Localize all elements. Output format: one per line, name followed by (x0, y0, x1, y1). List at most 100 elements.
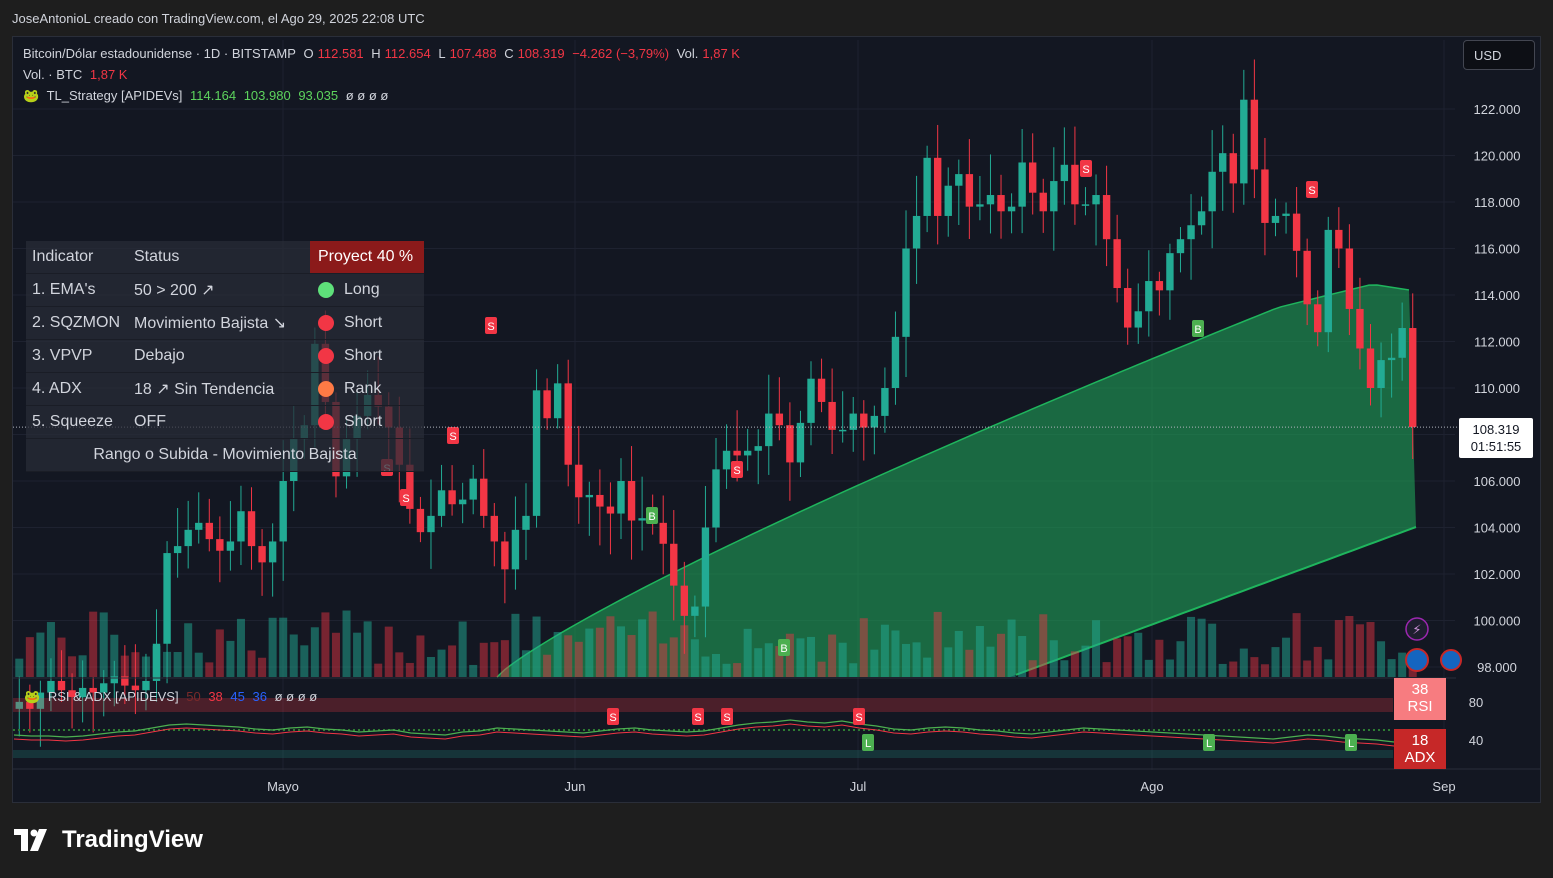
volume-bar (954, 630, 963, 677)
rsi-value-badge: 38 RSI (1394, 678, 1446, 720)
signal-marker (778, 639, 790, 656)
volume-bar (1324, 659, 1333, 677)
volume-bar (1039, 614, 1048, 677)
volume-bar (690, 639, 699, 677)
volume-bar (891, 630, 900, 677)
vol-btc-label[interactable]: Vol. · BTC (23, 67, 83, 82)
rsi-signal-marker (607, 708, 619, 725)
candle-body (627, 481, 636, 521)
currency-button[interactable]: USD (1463, 40, 1535, 70)
volume-bar (944, 647, 953, 677)
table-header: Indicator Status Proyect 40 % (26, 241, 424, 274)
candle-body (1018, 162, 1026, 207)
open-value: 112.581 (317, 46, 364, 61)
candle-body (47, 680, 55, 693)
us-flag-icon (1405, 648, 1429, 672)
candle-body (205, 522, 213, 540)
open-label: O (303, 46, 314, 61)
candle-body (163, 553, 171, 644)
row-indicator: 4. ADX (32, 380, 82, 397)
volume-bar (110, 634, 119, 677)
volume-bar (574, 641, 583, 677)
rsi-level-label: 80 (1469, 695, 1483, 710)
adx-line (13, 723, 1395, 747)
price-tick-label: 114.000 (1474, 288, 1520, 303)
volume-bar (722, 663, 731, 677)
candle-body (279, 481, 287, 542)
candle-body (712, 469, 720, 528)
volume-bar (331, 632, 340, 677)
tradingview-brand: TradingView (14, 826, 203, 854)
candle-body (965, 174, 974, 207)
time-tick-label: Mayo (267, 779, 299, 794)
volume-bar (1387, 659, 1396, 677)
candle-body (1240, 99, 1248, 184)
volume-bar (701, 656, 710, 677)
candle-body (416, 508, 425, 533)
row-signal-label: Short (344, 314, 383, 331)
strategy-name[interactable]: TL_Strategy [APIDEVs] (46, 88, 183, 103)
volume-bar (1239, 648, 1248, 677)
high-value: 112.654 (384, 46, 431, 61)
row-signal-label: Short (344, 347, 383, 364)
volume-bar (184, 623, 193, 677)
candle-body (1050, 181, 1058, 212)
volume-bar (247, 650, 256, 677)
rsi-level-label: 40 (1469, 733, 1483, 748)
us-flag-icon (1440, 649, 1462, 671)
candle-body (1292, 213, 1301, 251)
candle-body (268, 541, 277, 563)
vol-btc-value: 1,87 K (89, 67, 128, 82)
signal-dot-icon (318, 381, 334, 397)
candle-body (1071, 164, 1079, 205)
candle-body (1219, 153, 1227, 172)
volume-bar (648, 611, 657, 677)
volume-bar (300, 645, 309, 677)
volume-bar (490, 642, 499, 677)
table-footer-text: Rango o Subida - Movimiento Bajista (93, 446, 357, 463)
rsi-signal-marker (692, 708, 704, 725)
volume-bar (595, 627, 604, 677)
rsi-overbought-zone (13, 698, 1393, 712)
candle-body (226, 541, 235, 551)
price-tick-label: 120.000 (1474, 149, 1521, 164)
candle-body (68, 690, 76, 698)
volume-bar (828, 634, 837, 677)
volume-bar (1102, 662, 1111, 677)
candle-body (57, 680, 66, 691)
candle-body (575, 464, 583, 498)
row-status: OFF (134, 413, 166, 430)
last-price-label: 108.319 01:51:55 (1459, 418, 1533, 458)
volume-bar (226, 640, 235, 677)
candle-body (1366, 348, 1375, 388)
frog-icon: 🐸 (24, 689, 41, 704)
volume-bar (310, 627, 319, 677)
candle-body (997, 195, 1005, 212)
candle-body (26, 701, 34, 709)
candle-body (258, 546, 266, 563)
price-tick-label: 104.000 (1474, 521, 1521, 536)
header-proyect: Proyect 40 % (310, 241, 424, 273)
volume-bar (1197, 618, 1206, 677)
volume-bar (859, 618, 868, 677)
time-tick-label: Sep (1432, 779, 1455, 794)
volume-bar (215, 629, 224, 677)
rsi-value-2: 38 (208, 689, 223, 704)
volume-bar (543, 654, 552, 677)
lightning-icon (1405, 617, 1429, 641)
volume-bar (785, 633, 794, 677)
row-signal: Short (310, 307, 424, 339)
candle-body (691, 606, 699, 616)
volume-bar (849, 663, 858, 677)
symbol-name[interactable]: Bitcoin/Dólar estadounidense · 1D · BITS… (23, 46, 296, 61)
rsi-indicator-name[interactable]: RSI & ADX [APIDEVS] (47, 689, 179, 704)
row-signal-label: Short (344, 413, 383, 430)
volume-bar (1366, 622, 1375, 677)
rsi-oversold-zone (13, 750, 1393, 758)
volume-bar (1049, 640, 1058, 677)
time-tick-label: Ago (1140, 779, 1163, 794)
volume-bar (616, 626, 626, 677)
frog-icon: 🐸 (23, 88, 40, 103)
candle-body (490, 515, 499, 542)
